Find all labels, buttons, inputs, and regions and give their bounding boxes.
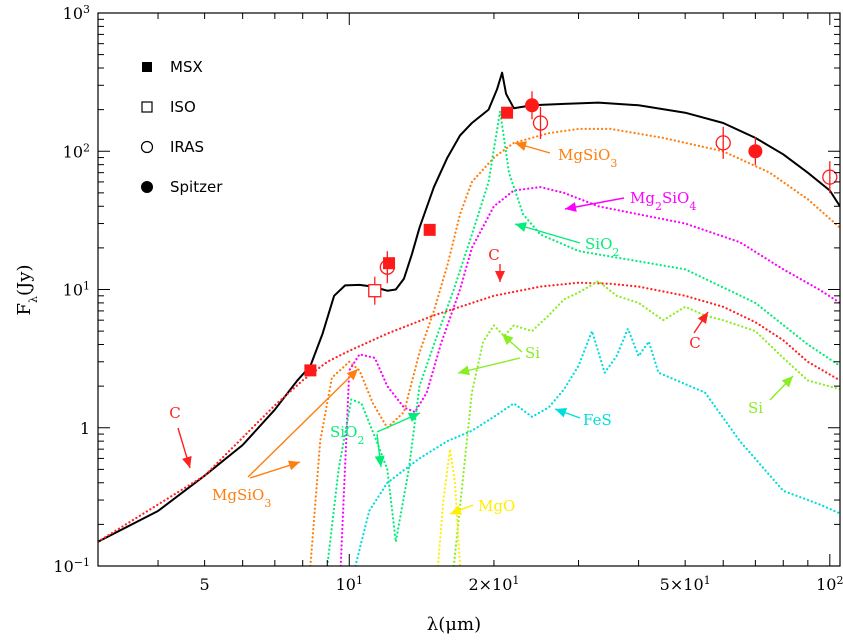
curve-si	[452, 280, 840, 566]
x-axis-label: λ(μm)	[427, 614, 481, 635]
legend-label: MSX	[170, 58, 203, 76]
legend-marker-spitzer	[141, 181, 153, 193]
y-tick-label: 10−1	[53, 556, 90, 577]
arrow-head	[565, 202, 577, 212]
arrow-head	[450, 505, 463, 515]
annotation-label: MgSiO3	[212, 486, 271, 510]
arrow-head	[374, 455, 385, 467]
annotation-label: Mg2SiO4	[630, 189, 696, 213]
arrow-head	[407, 412, 420, 423]
annotation-label: SiO2	[330, 423, 364, 447]
arrow-head	[697, 312, 708, 324]
y-axis-label: Fλ(Jy)	[14, 265, 40, 316]
annotation-label: Si	[748, 399, 763, 417]
iras-point	[379, 259, 395, 275]
curve-c	[98, 281, 840, 543]
curve-sio2	[326, 110, 840, 566]
legend: MSX ISO IRAS Spitzer	[140, 58, 223, 196]
arrow-head	[515, 222, 527, 232]
msx-point	[501, 106, 514, 119]
arrow-head	[515, 141, 527, 151]
legend-label: Spitzer	[170, 178, 223, 196]
curve-mg2sio4	[339, 186, 840, 566]
iras-point	[532, 115, 549, 131]
annotation-label: C	[488, 246, 499, 264]
curve-mgo	[436, 448, 462, 566]
msx-point	[423, 223, 436, 236]
iras-point	[715, 135, 731, 151]
y-tick-label: 102	[63, 141, 90, 162]
legend-marker-iras	[140, 140, 154, 154]
x-tick-label: 102	[816, 574, 843, 595]
x-tick-label: 5×101	[660, 574, 711, 595]
curve-mgsio3	[309, 127, 840, 566]
annotation-label: MgSiO3	[558, 146, 617, 170]
arrow-head	[781, 376, 793, 388]
x-tick-label: 101	[336, 574, 363, 595]
annotations-layer: MgSiO3 Mg2SiO4 SiO2 C C Si FeS C SiO2 MgSiO3 MgO Si	[169, 141, 794, 515]
arrow-head	[458, 365, 470, 376]
iso-point	[368, 284, 382, 298]
arrow-head	[495, 271, 505, 282]
y-tick-label: 103	[63, 3, 90, 24]
series-layer	[98, 71, 840, 566]
legend-marker-msx	[142, 62, 152, 72]
x-tick-label: 5	[200, 575, 210, 594]
axes-layer: 5 101 2×101 5×101 102 10−1 1 101 102 103	[53, 3, 843, 595]
annotation-arrow	[247, 368, 359, 478]
annotation-label: SiO2	[585, 235, 619, 259]
msx-point	[304, 364, 317, 377]
x-tick-label: 2×101	[468, 574, 519, 595]
curve-fes	[354, 327, 840, 566]
y-tick-label: 101	[63, 279, 90, 300]
spitzer-point	[748, 144, 763, 159]
data-points-layer	[304, 91, 838, 377]
arrow-head	[182, 456, 192, 468]
arrow-head	[346, 369, 358, 381]
spitzer-point	[524, 98, 539, 113]
annotation-label: FeS	[583, 411, 612, 429]
legend-label: ISO	[170, 98, 196, 116]
arrow-head	[555, 408, 568, 418]
arrow-head	[502, 334, 514, 346]
annotation-arrow	[514, 223, 581, 244]
y-tick-label: 1	[80, 419, 90, 438]
legend-marker-iso	[141, 101, 153, 113]
annotation-label: C	[689, 334, 700, 352]
legend-label: IRAS	[170, 138, 204, 156]
annotation-label: Si	[525, 344, 540, 362]
annotation-label: MgO	[478, 497, 515, 515]
arrow-head	[287, 460, 300, 471]
annotation-label: C	[169, 404, 180, 422]
iras-point	[822, 169, 838, 185]
